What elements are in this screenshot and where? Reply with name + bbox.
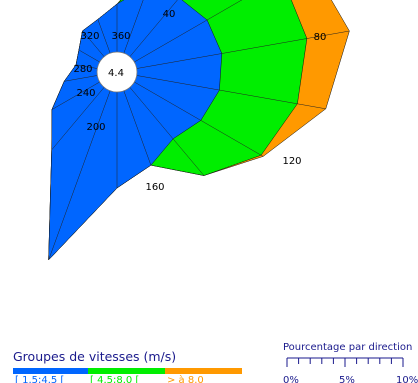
- legend-label-2: [ 4.5;8.0 [: [90, 375, 139, 383]
- direction-label-320: 320: [80, 31, 99, 42]
- spoke-280: [75, 64, 98, 69]
- direction-label-240: 240: [76, 88, 95, 99]
- scale-ruler: [286, 357, 404, 367]
- speed-legend: Groupes de vitesses (m/s) [ 1.5;4.5 [ [ …: [13, 349, 242, 383]
- legend-label-1: [ 1.5;4.5 [: [15, 375, 64, 383]
- spoke-60: [134, 0, 243, 63]
- direction-label-40: 40: [163, 9, 176, 20]
- spoke-20: [123, 0, 144, 54]
- spoke-140: [129, 87, 205, 176]
- direction-label-160: 160: [145, 182, 164, 193]
- calm-value: 4.4: [108, 68, 124, 79]
- spoke-320: [82, 30, 105, 57]
- scale-tick-10: 10%: [396, 375, 418, 383]
- legend-swatch-1: [13, 368, 88, 374]
- spoke-120: [134, 81, 264, 157]
- scale-title: Pourcentage par direction: [283, 342, 412, 353]
- direction-label-80: 80: [314, 32, 327, 43]
- direction-label-120: 120: [282, 156, 301, 167]
- legend-label-3: > à 8.0: [167, 374, 204, 383]
- calm-circle: [96, 51, 138, 93]
- scale-tick-0: 0%: [283, 375, 299, 383]
- spoke-220: [51, 87, 105, 150]
- spoke-260: [64, 75, 98, 82]
- scale-tick-5: 5%: [339, 375, 355, 383]
- spoke-200: [48, 90, 111, 261]
- legend-title: Groupes de vitesses (m/s): [13, 349, 176, 364]
- percentage-scale: Pourcentage par direction 0% 5% 10%: [283, 342, 418, 383]
- direction-label-360: 360: [111, 31, 130, 42]
- spoke-240: [51, 81, 100, 110]
- spoke-300: [78, 49, 100, 63]
- spoke-340: [97, 19, 111, 54]
- direction-label-280: 280: [73, 64, 92, 75]
- direction-labels: 360 40 80 120 160 200 240 280 320: [73, 9, 326, 193]
- spoke-100: [136, 75, 326, 110]
- spoke-80: [136, 30, 350, 69]
- spoke-40: [129, 0, 178, 57]
- spoke-160: [123, 90, 152, 166]
- legend-swatch-2: [88, 368, 165, 374]
- legend-swatch-3: [165, 368, 242, 374]
- direction-label-200: 200: [86, 122, 105, 133]
